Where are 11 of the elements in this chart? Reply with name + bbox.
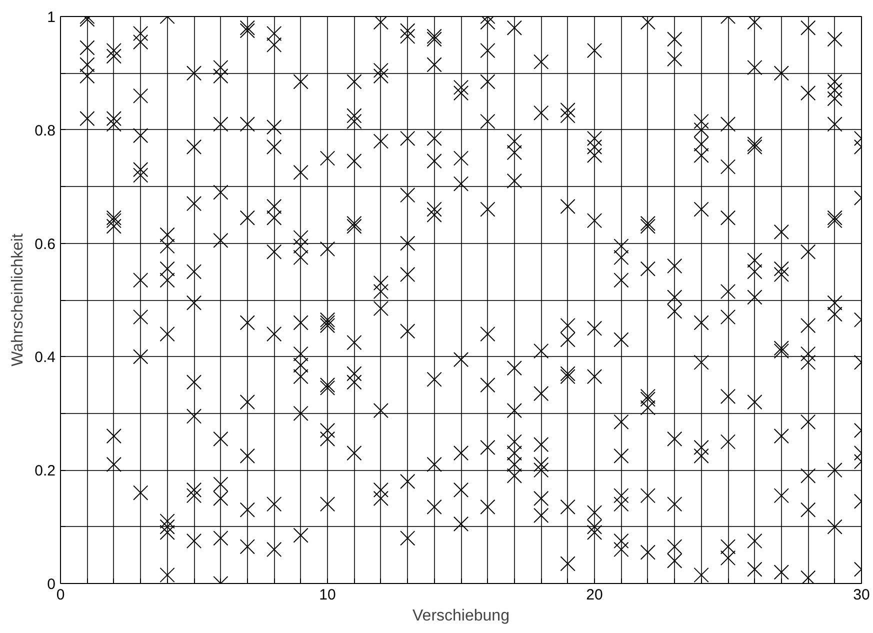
x-tick-label: 20 <box>586 586 603 604</box>
y-tick-label: 0 <box>47 576 56 593</box>
x-tick-label: 10 <box>319 586 336 604</box>
y-axis-title: Wahrscheinlichkeit <box>10 233 27 366</box>
y-tick-label: 0.6 <box>34 236 56 253</box>
y-tick-label: 0.4 <box>34 349 56 366</box>
x-axis-title: Verschiebung <box>412 608 510 624</box>
x-tick-label: 30 <box>853 586 870 604</box>
y-tick-label: 1 <box>47 9 56 26</box>
y-tick-label: 0.2 <box>34 462 56 480</box>
y-tick-label: 0.8 <box>34 122 56 140</box>
